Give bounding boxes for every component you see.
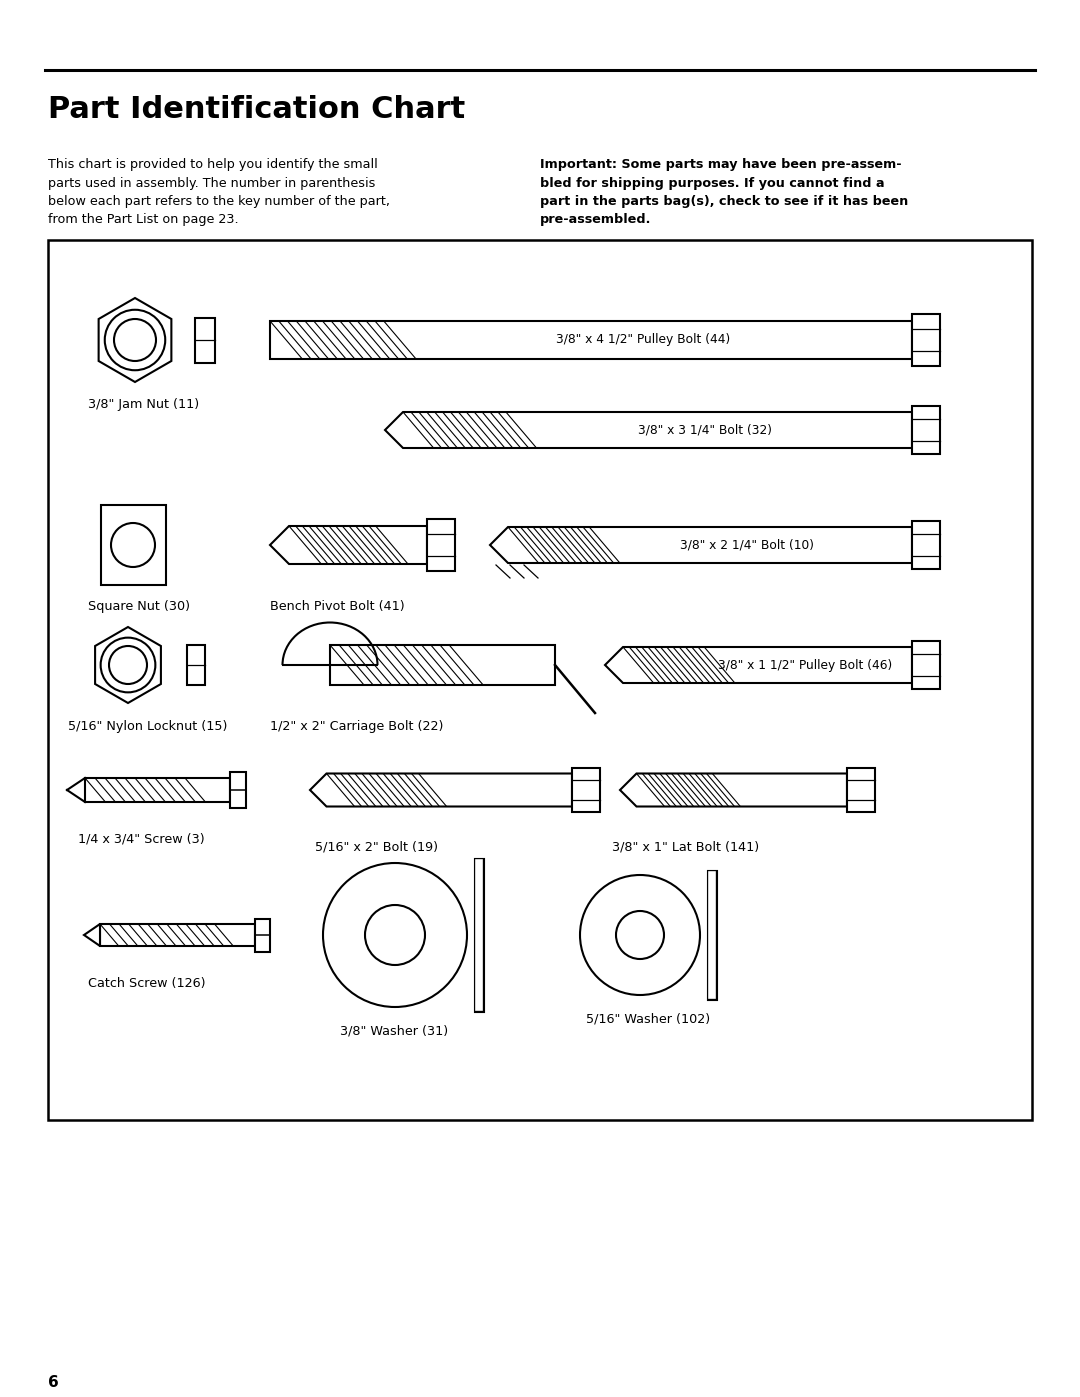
Bar (330, 645, 555, 685)
Text: Bench Pivot Bolt (41): Bench Pivot Bolt (41) (270, 599, 405, 613)
Text: 6: 6 (48, 1375, 58, 1390)
Bar (912, 641, 940, 689)
Circle shape (580, 875, 700, 995)
Polygon shape (310, 774, 572, 806)
Text: 3/8" x 1" Lat Bolt (141): 3/8" x 1" Lat Bolt (141) (612, 840, 759, 854)
Text: 3/8" x 2 1/4" Bolt (10): 3/8" x 2 1/4" Bolt (10) (680, 538, 814, 552)
Text: 5/16" Nylon Locknut (15): 5/16" Nylon Locknut (15) (68, 719, 228, 733)
Text: Catch Screw (126): Catch Screw (126) (87, 977, 205, 990)
Polygon shape (620, 774, 847, 806)
Bar (100, 504, 165, 585)
Bar (48, 240, 1032, 1120)
Text: 5/16" Washer (102): 5/16" Washer (102) (586, 1013, 711, 1025)
Circle shape (616, 911, 664, 958)
Bar (85, 778, 230, 802)
Text: 1/4 x 3/4" Screw (3): 1/4 x 3/4" Screw (3) (78, 833, 204, 845)
Text: 3/8" x 3 1/4" Bolt (32): 3/8" x 3 1/4" Bolt (32) (638, 423, 772, 436)
Text: 3/8" Jam Nut (11): 3/8" Jam Nut (11) (87, 398, 199, 411)
Circle shape (111, 522, 156, 567)
Text: 3/8" Washer (31): 3/8" Washer (31) (340, 1025, 448, 1038)
Circle shape (114, 319, 156, 360)
Text: This chart is provided to help you identify the small
parts used in assembly. Th: This chart is provided to help you ident… (48, 158, 390, 226)
Polygon shape (270, 321, 912, 359)
Circle shape (365, 905, 426, 965)
Bar (230, 773, 246, 807)
Polygon shape (605, 647, 912, 683)
Polygon shape (95, 627, 161, 703)
Text: 5/16" x 2" Bolt (19): 5/16" x 2" Bolt (19) (315, 840, 438, 854)
Polygon shape (270, 527, 427, 564)
Bar (847, 768, 875, 812)
Circle shape (100, 637, 156, 693)
Bar (912, 405, 940, 454)
Bar (572, 768, 600, 812)
Bar (195, 317, 215, 362)
Bar (912, 521, 940, 570)
Polygon shape (490, 527, 912, 563)
Bar (255, 918, 270, 951)
Circle shape (105, 310, 165, 370)
Bar (187, 645, 205, 685)
Text: 3/8" x 1 1/2" Pulley Bolt (46): 3/8" x 1 1/2" Pulley Bolt (46) (718, 658, 892, 672)
Polygon shape (84, 923, 100, 946)
Circle shape (109, 645, 147, 685)
Text: 3/8" x 4 1/2" Pulley Bolt (44): 3/8" x 4 1/2" Pulley Bolt (44) (556, 334, 731, 346)
Circle shape (323, 863, 467, 1007)
Bar (100, 923, 255, 946)
Text: 1/2" x 2" Carriage Bolt (22): 1/2" x 2" Carriage Bolt (22) (270, 719, 444, 733)
Text: Square Nut (30): Square Nut (30) (87, 599, 190, 613)
Text: Important: Some parts may have been pre-assem-
bled for shipping purposes. If yo: Important: Some parts may have been pre-… (540, 158, 908, 226)
Bar (427, 520, 455, 570)
Bar (912, 314, 940, 366)
Polygon shape (384, 412, 912, 448)
Polygon shape (98, 298, 172, 381)
Text: Part Identification Chart: Part Identification Chart (48, 95, 465, 124)
